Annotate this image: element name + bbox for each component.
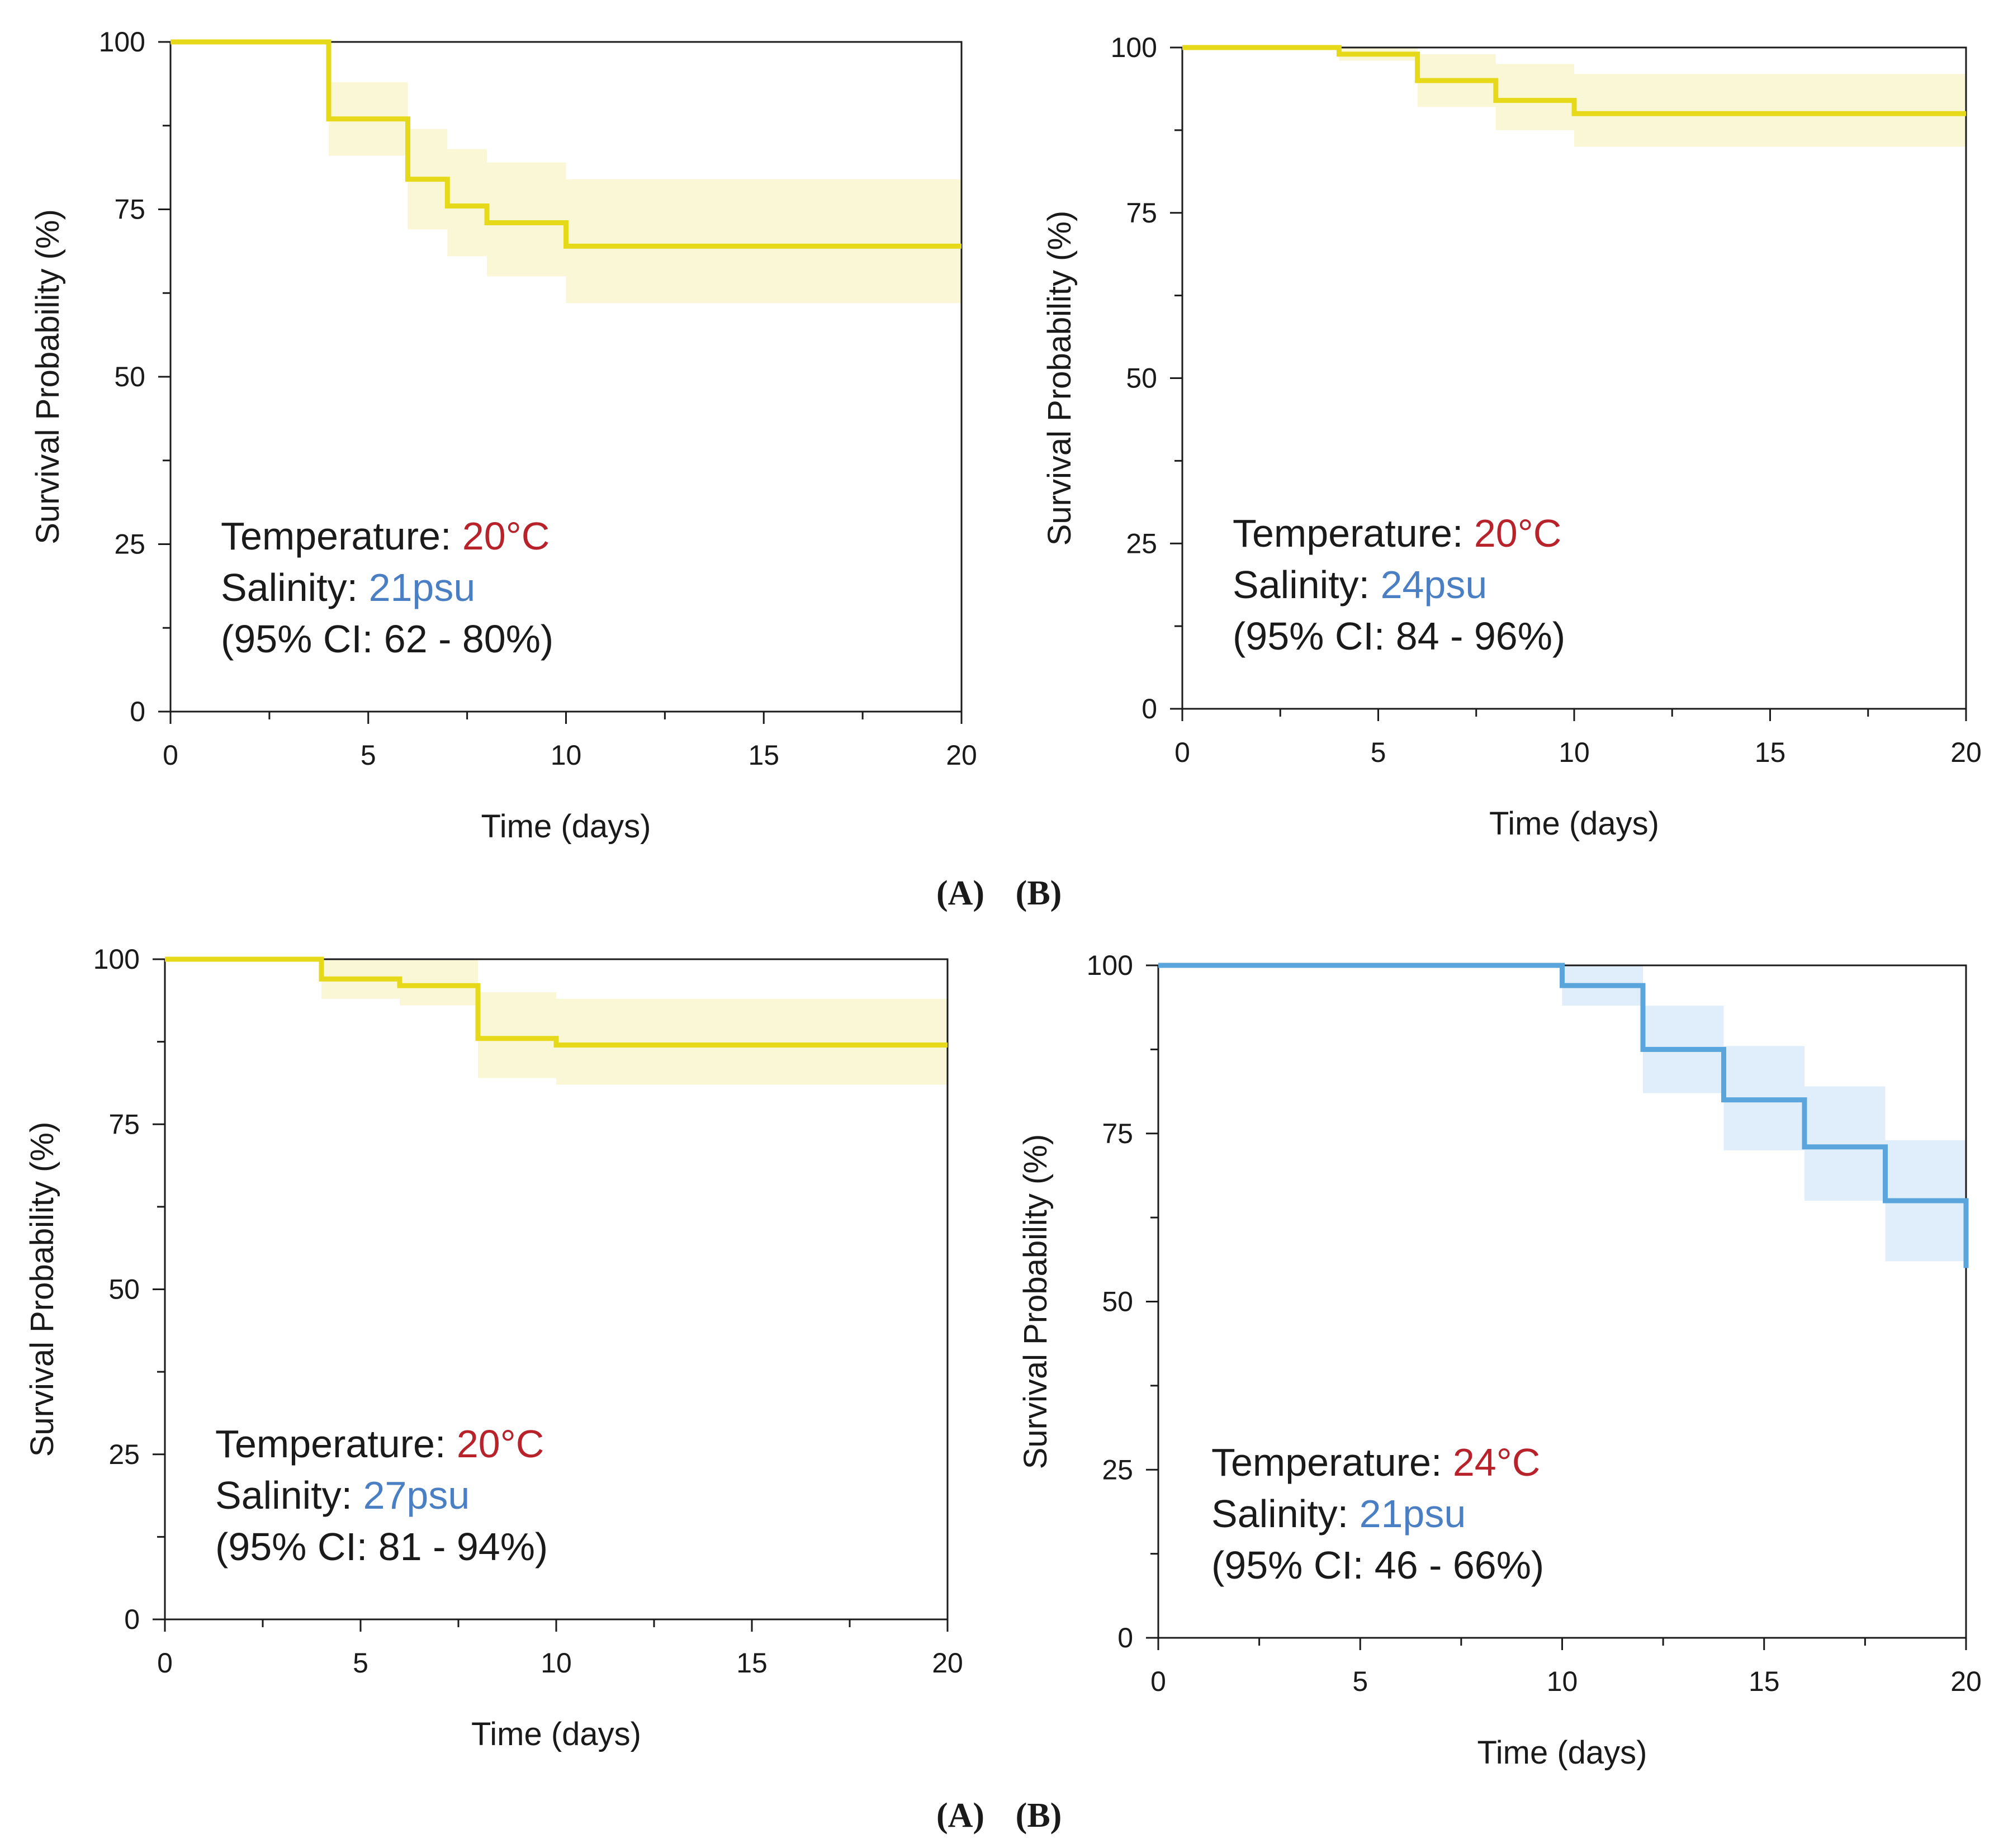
chart-4-y-axis-title: Survival Probability (%) <box>1017 1134 1054 1470</box>
chart-4-ci-band-step-5 <box>1804 1086 1886 1201</box>
chart-3-x-axis-title: Time (days) <box>471 1716 641 1752</box>
chart-4-y-tick-label-3: 75 <box>1102 1118 1133 1149</box>
chart-4-salinity-label: Salinity: <box>1211 1492 1360 1536</box>
chart-3-x-tick-label-1: 5 <box>353 1647 368 1679</box>
chart-3-ci-band-step-5 <box>556 998 948 1085</box>
chart-3-x-tick-label-3: 15 <box>736 1647 768 1679</box>
chart-2-y-tick-label-4: 100 <box>1111 32 1157 63</box>
chart-3-salinity-label: Salinity: <box>215 1473 363 1517</box>
chart-2-ci-band-step-5 <box>1574 74 1966 147</box>
chart-3-x-tick-label-2: 10 <box>541 1647 572 1679</box>
chart-4-y-tick-label-1: 25 <box>1102 1454 1133 1485</box>
chart-2-y-axis-title: Survival Probability (%) <box>1041 211 1078 546</box>
chart-3-y-tick-label-0: 0 <box>124 1604 140 1635</box>
chart-1-annotation-temperature: Temperature: 20°C <box>221 514 550 558</box>
chart-3-ci-band-step-4 <box>478 992 556 1078</box>
figure-label-a-top: (A) <box>936 874 984 912</box>
chart-2-survival-curve <box>1182 45 1966 116</box>
chart-1-temperature-value: 20°C <box>462 514 550 558</box>
chart-3-y-tick-label-1: 25 <box>108 1439 140 1470</box>
chart-2-y-tick-label-0: 0 <box>1142 693 1157 724</box>
chart-4-y-tick-label-0: 0 <box>1117 1622 1133 1653</box>
chart-4-x-tick-label-1: 5 <box>1352 1666 1368 1697</box>
figure-label-b-bottom: (B) <box>1016 1797 1062 1835</box>
chart-1-annotation-salinity: Salinity: 21psu <box>221 566 475 609</box>
chart-2-x-tick-label-4: 20 <box>1950 737 1982 768</box>
chart-4-y-tick-label-4: 100 <box>1087 950 1133 981</box>
chart-4-x-axis-title: Time (days) <box>1477 1735 1647 1771</box>
chart-1-y-tick-label-4: 100 <box>99 26 145 58</box>
chart-3-survival-curve <box>165 956 948 1048</box>
chart-1-salinity-value: 21psu <box>369 566 476 609</box>
chart-1-y-tick-label-0: 0 <box>130 696 145 727</box>
chart-3-temperature-value: 20°C <box>457 1422 544 1466</box>
chart-1-x-tick-label-3: 15 <box>748 740 779 771</box>
chart-3-annotation-ci: (95% CI: 81 - 94%) <box>215 1525 548 1569</box>
chart-3-salinity-value: 27psu <box>363 1473 470 1517</box>
chart-3-y-tick-label-3: 75 <box>108 1108 140 1140</box>
chart-panel-top-left: 0 5 10 15 20 0 25 50 75 100 Time (days) Survival Pr… <box>30 26 977 845</box>
chart-2-temperature-value: 20°C <box>1474 511 1561 555</box>
chart-4-y-tick-label-2: 50 <box>1102 1286 1133 1318</box>
chart-2-ci-band-step-4 <box>1495 64 1574 130</box>
chart-4-x-tick-label-0: 0 <box>1150 1666 1166 1697</box>
chart-4-x-tick-label-4: 20 <box>1950 1666 1982 1697</box>
chart-2-x-tick-label-2: 10 <box>1559 737 1590 768</box>
chart-1-y-tick-label-2: 50 <box>114 361 145 392</box>
chart-2-annotation-temperature: Temperature: 20°C <box>1233 511 1561 555</box>
chart-1-x-tick-label-1: 5 <box>361 740 376 771</box>
chart-1-salinity-label: Salinity: <box>221 566 369 609</box>
chart-1-x-tick-label-2: 10 <box>551 740 582 771</box>
chart-1-ci-band-step-6 <box>566 179 961 304</box>
chart-2-temperature-label: Temperature: <box>1233 511 1474 555</box>
chart-4-annotation-salinity: Salinity: 21psu <box>1211 1492 1466 1536</box>
chart-4-temperature-value: 24°C <box>1453 1441 1540 1484</box>
chart-2-x-axis-title: Time (days) <box>1489 805 1659 842</box>
chart-1-annotation-ci: (95% CI: 62 - 80%) <box>221 617 553 661</box>
chart-3-x-tick-label-0: 0 <box>157 1647 173 1679</box>
chart-4-salinity-value: 21psu <box>1360 1492 1466 1536</box>
chart-4-temperature-label: Temperature: <box>1211 1441 1453 1484</box>
chart-4-annotation-ci: (95% CI: 46 - 66%) <box>1211 1543 1544 1587</box>
chart-1-temperature-label: Temperature: <box>221 514 462 558</box>
chart-3-temperature-label: Temperature: <box>215 1422 457 1466</box>
chart-2-x-tick-label-3: 15 <box>1755 737 1786 768</box>
chart-1-y-tick-label-3: 75 <box>114 194 145 225</box>
chart-1-ci-band-step-4 <box>447 149 487 257</box>
figure-label-b-top: (B) <box>1016 874 1062 912</box>
chart-2-salinity-value: 24psu <box>1381 563 1488 606</box>
chart-2-y-tick-label-3: 75 <box>1126 197 1157 229</box>
chart-2-annotation-ci: (95% CI: 84 - 96%) <box>1233 614 1565 658</box>
chart-1-y-tick-label-1: 25 <box>114 529 145 560</box>
chart-2-salinity-label: Salinity: <box>1233 563 1381 606</box>
chart-1-survival-curve <box>170 39 961 249</box>
chart-3-ci-band-step-3 <box>400 959 478 1006</box>
chart-2-y-tick-label-1: 25 <box>1126 528 1157 559</box>
chart-panel-top-right: 0 5 10 15 20 0 25 50 75 100 Time (days) Survival Pr… <box>1041 32 1982 842</box>
chart-2-x-tick-label-1: 5 <box>1371 737 1386 768</box>
chart-3-x-tick-label-4: 20 <box>932 1647 963 1679</box>
chart-1-x-tick-label-4: 20 <box>946 740 977 771</box>
chart-4-x-tick-label-3: 15 <box>1749 1666 1780 1697</box>
chart-2-x-tick-label-0: 0 <box>1174 737 1190 768</box>
chart-4-annotation-temperature: Temperature: 24°C <box>1211 1441 1540 1484</box>
chart-3-annotation-temperature: Temperature: 20°C <box>215 1422 544 1466</box>
chart-panel-bottom-right: 0 5 10 15 20 0 25 50 75 100 Time (days) Survival Pr… <box>1017 950 1982 1771</box>
chart-1-x-axis-title: Time (days) <box>481 808 651 845</box>
chart-4-x-tick-label-2: 10 <box>1547 1666 1578 1697</box>
chart-3-annotation-salinity: Salinity: 27psu <box>215 1473 470 1517</box>
chart-2-annotation-salinity: Salinity: 24psu <box>1233 563 1487 606</box>
chart-1-ci-band-step-5 <box>487 162 566 277</box>
chart-3-y-axis-title: Survival Probability (%) <box>24 1122 60 1457</box>
chart-2-y-tick-label-2: 50 <box>1126 363 1157 394</box>
chart-3-y-tick-label-2: 50 <box>108 1274 140 1305</box>
chart-3-y-tick-label-4: 100 <box>93 944 140 975</box>
chart-1-x-tick-label-0: 0 <box>163 740 178 771</box>
chart-4-survival-curve <box>1158 963 1969 1268</box>
chart-panel-bottom-left: 0 5 10 15 20 0 25 50 75 100 Time (days) Survival Pr… <box>24 944 963 1752</box>
chart-1-y-axis-title: Survival Probability (%) <box>30 209 66 544</box>
figure-label-a-bottom: (A) <box>936 1797 984 1835</box>
